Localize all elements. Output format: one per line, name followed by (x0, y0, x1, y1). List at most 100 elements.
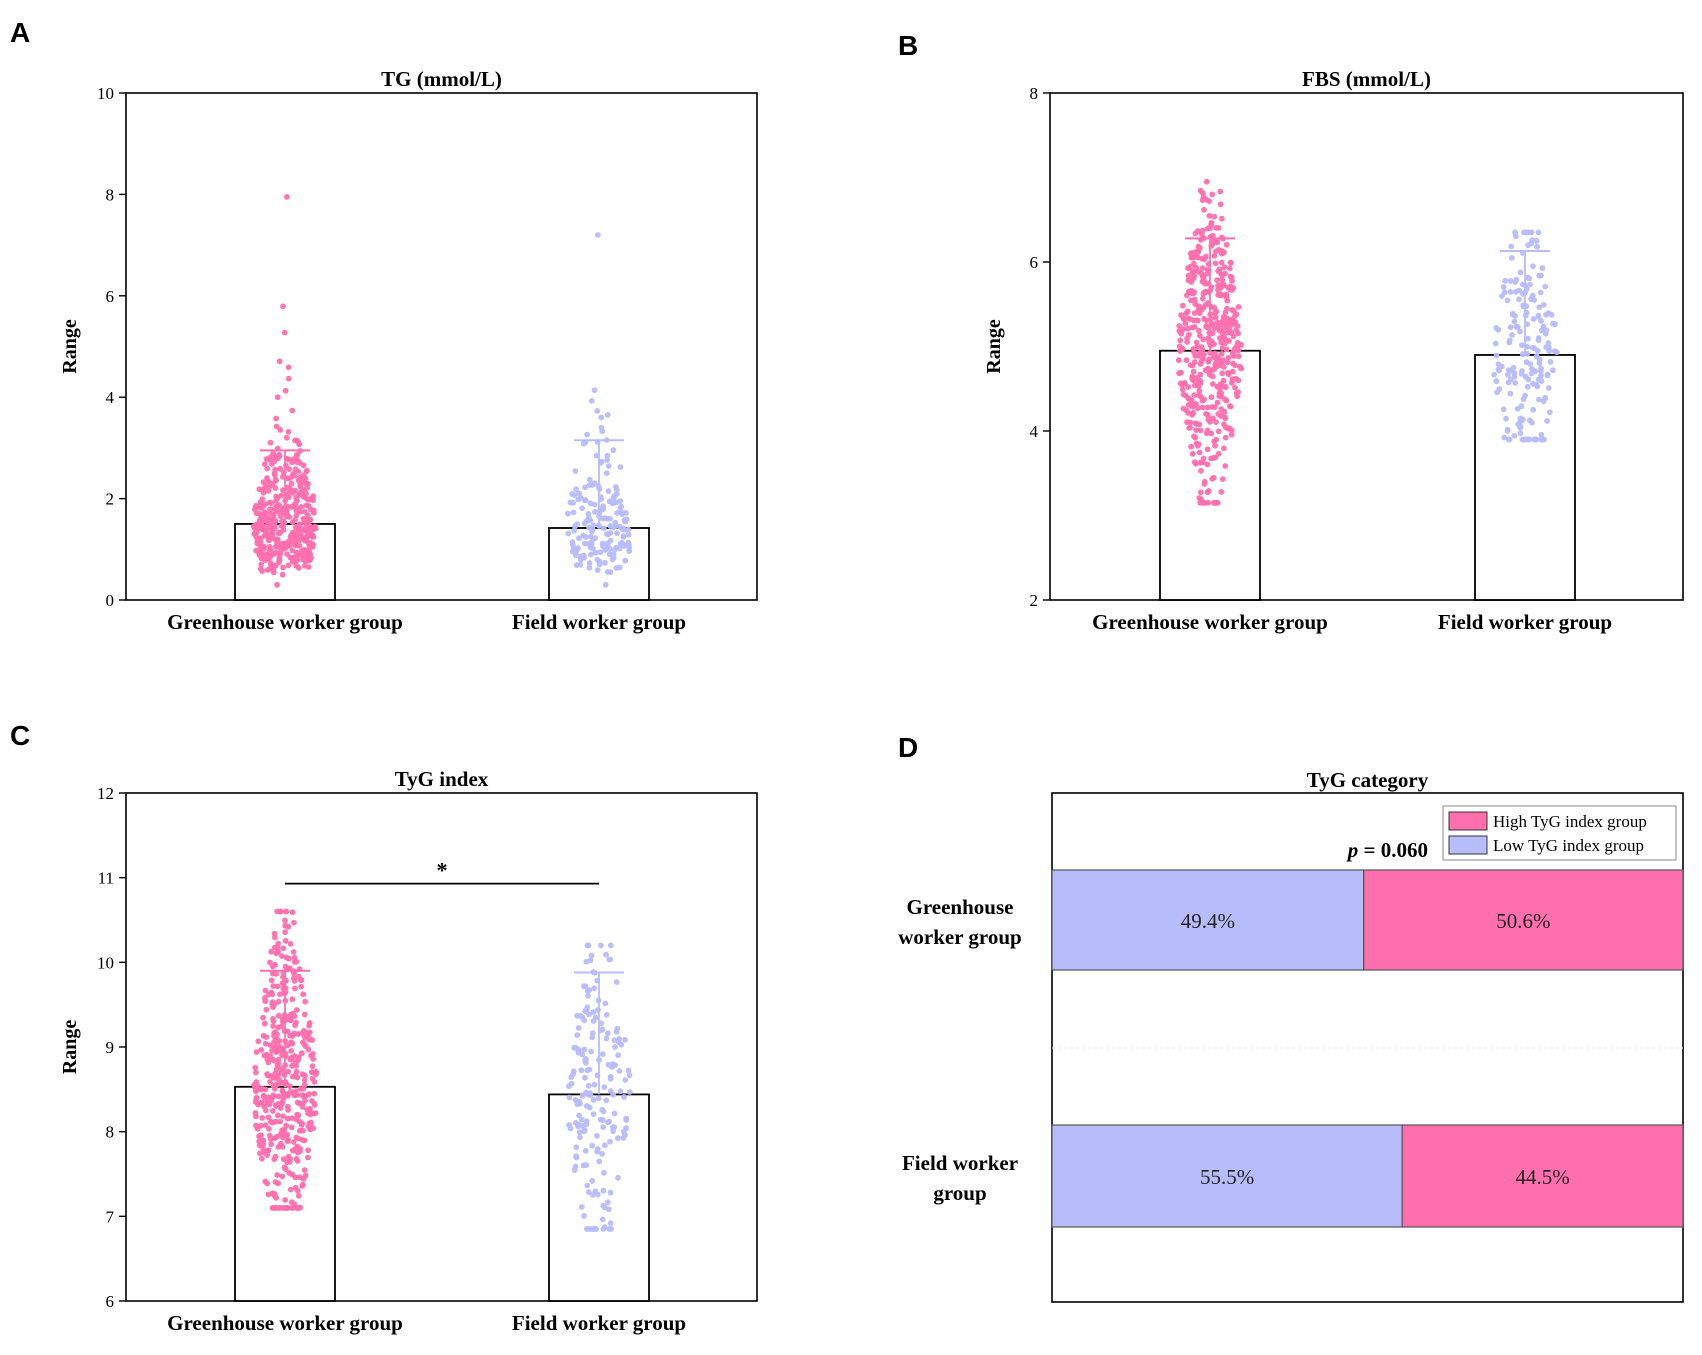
data-point (567, 499, 574, 506)
data-point (1539, 265, 1546, 272)
data-point (1225, 425, 1232, 432)
data-point (262, 509, 269, 516)
data-point (290, 1139, 297, 1145)
data-point (1191, 273, 1198, 279)
data-point (586, 476, 593, 483)
data-point (278, 492, 285, 499)
panel-letter: B (898, 30, 918, 61)
data-point (576, 1112, 582, 1119)
data-point (293, 554, 299, 561)
data-point (287, 1186, 294, 1193)
data-point (301, 1077, 308, 1083)
data-point (292, 1174, 299, 1181)
data-point (262, 1040, 269, 1047)
data-point (610, 1124, 616, 1131)
data-point (603, 1097, 610, 1104)
data-point (289, 996, 296, 1003)
data-point (1506, 436, 1513, 443)
data-point (1185, 325, 1191, 332)
data-point (616, 1068, 623, 1074)
data-point (578, 1204, 585, 1210)
data-point (1218, 259, 1225, 266)
data-point (293, 1068, 300, 1075)
data-point (605, 463, 612, 469)
y-axis-label: Range (59, 319, 81, 374)
data-point (1517, 430, 1524, 437)
data-point (269, 1190, 276, 1197)
data-point (1193, 420, 1200, 427)
data-point (306, 541, 312, 547)
data-point (1233, 327, 1240, 333)
data-point (295, 523, 302, 530)
data-point (592, 535, 599, 542)
data-point (625, 1067, 632, 1074)
data-point (619, 526, 626, 533)
data-point (267, 959, 273, 966)
data-point (1531, 436, 1538, 443)
data-point (1200, 455, 1207, 462)
data-point (272, 961, 278, 968)
data-point (609, 1064, 615, 1070)
data-point (1193, 252, 1200, 259)
data-point (1191, 296, 1198, 303)
data-point (1531, 297, 1538, 303)
data-point (1214, 399, 1221, 406)
scatter-series (1175, 178, 1245, 506)
data-point (294, 1158, 301, 1164)
data-point (1228, 431, 1235, 438)
data-point (579, 1123, 585, 1129)
data-point (1494, 389, 1500, 396)
data-point (1176, 323, 1183, 329)
data-point (253, 534, 260, 541)
data-point (1200, 336, 1207, 343)
data-point (584, 988, 591, 994)
data-point (1223, 291, 1229, 298)
data-point (310, 1125, 317, 1132)
data-point (277, 427, 284, 433)
data-point (295, 1135, 302, 1142)
data-point (265, 991, 272, 998)
data-point (1193, 460, 1199, 467)
data-point (1529, 366, 1535, 373)
data-point (1219, 276, 1226, 283)
data-point (1225, 319, 1232, 326)
data-point (1187, 263, 1194, 270)
data-point (583, 1118, 590, 1124)
data-point (284, 1028, 291, 1035)
data-point (1185, 410, 1191, 416)
data-point (582, 484, 588, 491)
data-point (1180, 405, 1187, 412)
data-point (265, 1114, 272, 1121)
data-point (1233, 375, 1239, 382)
data-point (1177, 337, 1184, 344)
data-point (617, 498, 624, 504)
data-point (570, 1068, 577, 1075)
data-point (626, 541, 632, 548)
data-point (1508, 243, 1515, 250)
data-point (305, 1147, 311, 1154)
data-point (292, 985, 298, 992)
data-point (1183, 310, 1190, 317)
data-point (1227, 273, 1234, 280)
data-point (1216, 327, 1223, 334)
data-point (607, 942, 614, 949)
data-point (603, 951, 609, 958)
data-point (602, 1000, 609, 1007)
data-point (302, 1072, 308, 1079)
data-point (607, 569, 614, 575)
data-point (258, 561, 265, 568)
data-point (259, 496, 266, 503)
data-point (305, 1033, 311, 1040)
data-point (299, 1183, 306, 1189)
data-point (1208, 430, 1215, 437)
data-point (289, 1147, 296, 1154)
data-point (617, 1088, 624, 1095)
data-point (594, 408, 601, 414)
data-point (301, 1011, 308, 1018)
data-point (1221, 421, 1227, 428)
data-point (569, 491, 575, 497)
data-point (607, 523, 614, 529)
data-point (588, 397, 595, 404)
data-point (1201, 206, 1207, 213)
